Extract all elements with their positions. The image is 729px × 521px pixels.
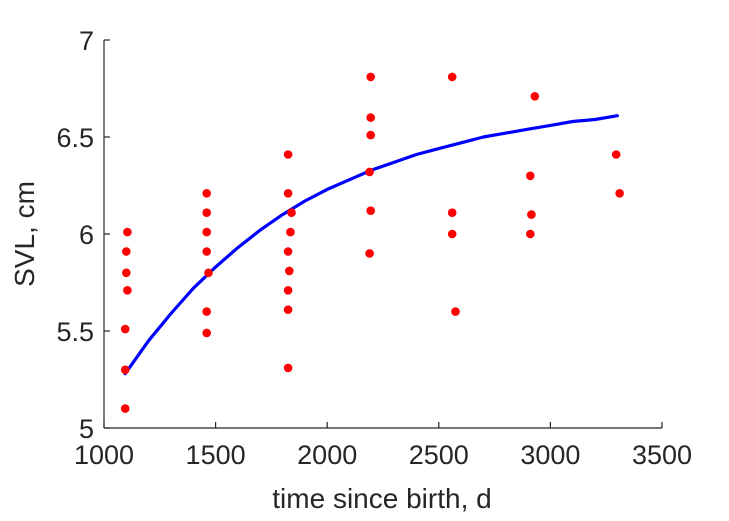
data-point [202,227,211,237]
fit-curve [123,114,619,376]
data-point [120,404,130,413]
data-point [283,189,293,198]
data-point [283,286,293,295]
data-point [287,208,296,217]
data-point [365,249,374,258]
data-point [451,307,460,316]
data-point [202,307,211,316]
data-point [447,72,457,82]
data-point [122,247,131,256]
data-point [366,113,376,122]
data-point [447,208,457,217]
data-point [527,210,536,219]
data-point [202,189,211,198]
data-point [120,365,130,375]
data-point [615,189,624,198]
data-point [447,229,457,239]
chart-axes: 1000 1500 2000 2500 3000 3500 5 5.5 6 6.5 7 [56,26,692,470]
data-point [202,328,211,338]
data-point [526,171,535,181]
data-point [202,208,211,217]
data-point [611,150,621,159]
data-point [123,227,132,237]
data-point [202,247,211,256]
data-point [204,268,213,278]
data-point [283,363,293,373]
data-point [366,72,376,82]
data-point [122,268,131,278]
x-tick-label: 1000 [74,440,134,470]
data-point [530,92,540,101]
data-point [365,167,374,177]
x-axis-label: time since birth, d [272,483,491,514]
y-tick-label: 6 [79,220,94,250]
data-point [120,324,130,334]
y-tick-label: 5.5 [56,317,94,347]
y-tick-label: 5 [79,414,94,444]
data-point [123,286,132,295]
data-point [526,229,535,239]
data-point [283,247,293,256]
x-tick-label: 2500 [409,440,469,470]
data-point [283,305,293,315]
data-point [366,130,376,140]
y-axis-label: SVL, cm [9,181,40,287]
y-tick-label: 7 [79,26,94,56]
data-point [285,266,294,276]
y-tick-label: 6.5 [56,123,94,153]
x-tick-label: 1500 [186,440,246,470]
data-point [366,206,376,215]
chart-marks [120,72,624,413]
x-tick-label: 3500 [632,440,692,470]
data-point [286,227,295,237]
data-point [283,150,293,159]
x-tick-label: 3000 [520,440,580,470]
x-tick-label: 2000 [297,440,357,470]
